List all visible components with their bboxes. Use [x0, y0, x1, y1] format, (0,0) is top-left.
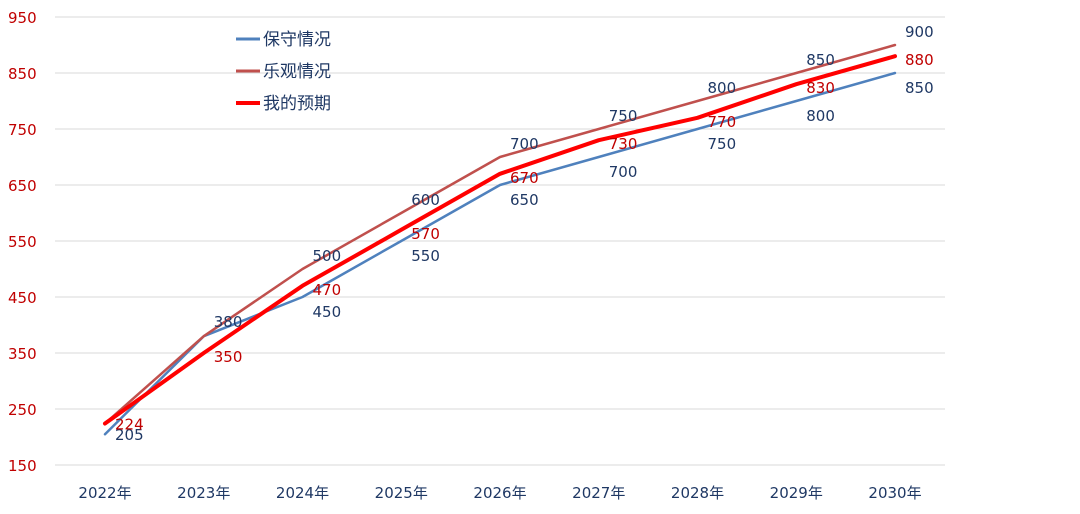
y-tick-label: 150: [8, 457, 37, 475]
data-label: 670: [510, 169, 539, 187]
data-label: 730: [609, 135, 638, 153]
data-label: 450: [313, 303, 342, 321]
data-label: 800: [708, 79, 737, 97]
x-tick-label: 2030年: [868, 484, 921, 502]
data-label: 500: [313, 247, 342, 265]
data-label: 770: [708, 113, 737, 131]
data-label: 880: [905, 51, 934, 69]
data-label: 830: [806, 79, 835, 97]
x-axis-ticks: 2022年 2023年 2024年 2025年 2026年 2027年 2028年 2029年…: [78, 484, 921, 502]
legend-label: 乐观情况: [263, 62, 331, 82]
series-line-2: [103, 43, 897, 425]
y-tick-label: 350: [8, 345, 37, 363]
x-tick-label: 2022年: [78, 484, 131, 502]
y-tick-label: 450: [8, 289, 37, 307]
data-label: 224: [115, 416, 144, 434]
data-label: 700: [510, 135, 539, 153]
y-tick-label: 550: [8, 233, 37, 251]
y-tick-label: 750: [8, 121, 37, 139]
x-tick-label: 2027年: [572, 484, 625, 502]
data-label: 380: [214, 313, 243, 331]
data-label: 850: [905, 79, 934, 97]
x-tick-label: 2029年: [770, 484, 823, 502]
data-label: 350: [214, 348, 243, 366]
series-line-3: [103, 54, 897, 426]
y-tick-label: 250: [8, 401, 37, 419]
y-tick-label: 850: [8, 65, 37, 83]
y-tick-label: 950: [8, 9, 37, 27]
legend-label: 保守情况: [263, 30, 331, 50]
data-label: 900: [905, 23, 934, 41]
data-label: 750: [609, 107, 638, 125]
series-lines: [103, 43, 897, 436]
data-label: 750: [708, 135, 737, 153]
y-tick-label: 650: [8, 177, 37, 195]
data-label: 600: [411, 191, 440, 209]
x-tick-label: 2023年: [177, 484, 230, 502]
x-tick-label: 2024年: [276, 484, 329, 502]
legend-label: 我的预期: [263, 94, 331, 114]
series-line-1: [103, 71, 897, 436]
data-label: 470: [313, 281, 342, 299]
data-label: 650: [510, 191, 539, 209]
x-tick-label: 2025年: [375, 484, 428, 502]
data-label: 800: [806, 107, 835, 125]
y-axis-ticks: 150 250 350 450 550 650 750 850 950: [8, 9, 37, 475]
data-labels: 205 380 450 550 650 700 750 800 850 500 600 700 750 8…: [115, 23, 934, 444]
data-label: 205: [115, 426, 144, 444]
data-label: 550: [411, 247, 440, 265]
x-tick-label: 2026年: [473, 484, 526, 502]
data-label: 850: [806, 51, 835, 69]
data-label: 570: [411, 225, 440, 243]
x-tick-label: 2028年: [671, 484, 724, 502]
data-label: 700: [609, 163, 638, 181]
